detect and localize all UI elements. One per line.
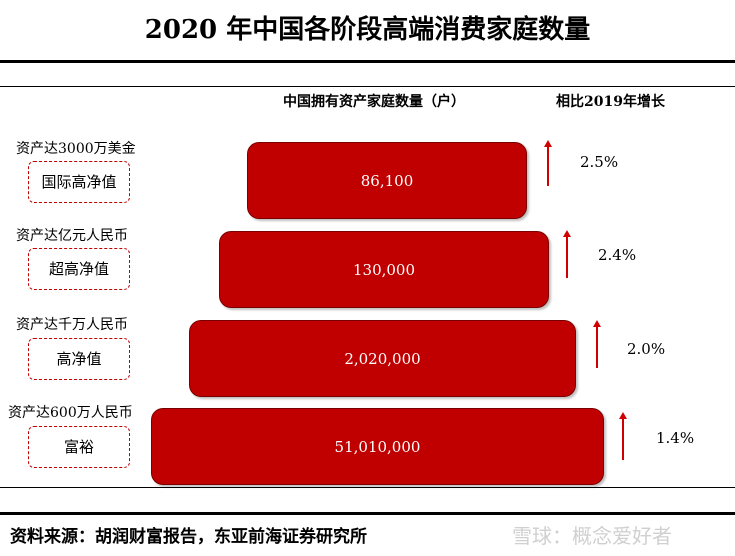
tier-threshold: 资产达亿元人民币 — [16, 228, 128, 244]
growth-value: 2.0% — [627, 340, 666, 358]
households-bar: 86,100 — [247, 142, 527, 219]
tier-threshold: 资产达千万人民币 — [16, 317, 128, 333]
tier-threshold: 资产达3000万美金 — [16, 141, 136, 157]
source-divider — [0, 512, 735, 515]
households-bar: 130,000 — [219, 231, 549, 308]
growth-up-arrow-icon — [544, 140, 552, 186]
source-note: 资料来源：胡润财富报告，东亚前海证券研究所 — [10, 527, 367, 547]
title-underline — [0, 60, 735, 63]
growth-up-arrow-icon — [593, 320, 601, 368]
chart-panel — [0, 86, 735, 488]
tier-name-box: 富裕 — [28, 426, 130, 468]
households-column-header: 中国拥有资产家庭数量（户） — [283, 94, 465, 110]
watermark: 雪球：概念爱好者 — [512, 524, 672, 548]
growth-value: 2.4% — [598, 246, 637, 264]
growth-up-arrow-icon — [619, 412, 627, 460]
growth-column-header: 相比2019年增长 — [556, 94, 665, 110]
chart-title: 2020 年中国各阶段高端消费家庭数量 — [144, 15, 591, 45]
growth-value: 2.5% — [580, 153, 619, 171]
tier-name-box: 高净值 — [28, 338, 130, 380]
growth-up-arrow-icon — [563, 230, 571, 278]
households-bar: 51,010,000 — [151, 408, 604, 485]
tier-name-box: 超高净值 — [28, 248, 130, 290]
growth-value: 1.4% — [656, 429, 695, 447]
tier-name-box: 国际高净值 — [28, 161, 130, 203]
households-bar: 2,020,000 — [189, 320, 576, 397]
tier-threshold: 资产达600万人民币 — [8, 405, 133, 421]
